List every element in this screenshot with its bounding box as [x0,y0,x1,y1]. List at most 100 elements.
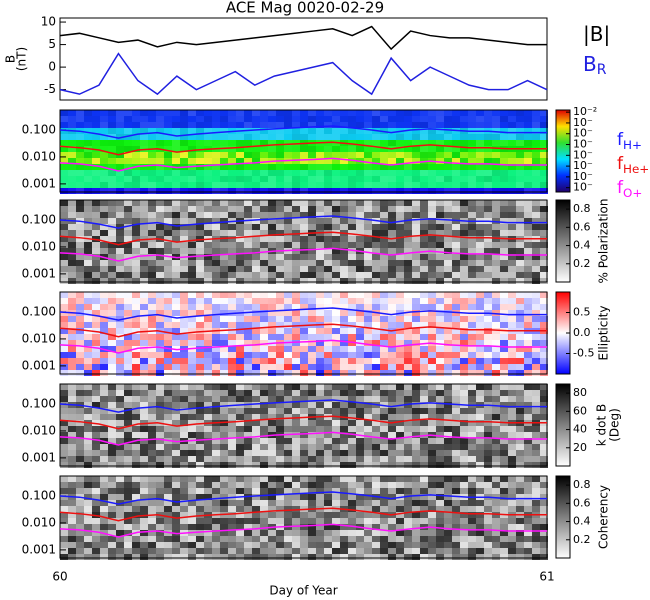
spectrogram-cell [212,260,220,266]
spectrogram-cell [244,426,252,432]
spectrogram-cell [260,390,268,396]
spectrogram-cell [516,110,524,116]
spectrogram-cell [100,482,108,488]
spectrogram-cell [60,414,68,420]
spectrogram-cell [404,482,412,488]
spectrogram-cell [212,134,220,140]
spectrogram-cell [236,316,244,322]
spectrogram-cell [252,116,260,122]
spectrogram-cell [284,298,292,304]
spectrogram-cell [76,146,84,152]
spectrogram-cell [444,122,452,128]
spectrogram-cell [60,278,68,284]
spectrogram-cell [132,122,140,128]
spectrogram-cell [332,182,340,188]
colorbar-tick-label: 40 [573,423,587,436]
spectrogram-cell [164,506,172,512]
spectrogram-cell [388,340,396,346]
spectrogram-cell [388,176,396,182]
series-line [60,431,547,446]
spectrogram-cell [340,254,348,260]
spectrogram-cell [380,200,388,206]
spectrogram-cell [292,358,300,364]
spectrogram-cell [204,358,212,364]
spectrogram-cell [348,518,356,524]
spectrogram-cell [452,152,460,158]
spectrogram-cell [140,248,148,254]
spectrogram-cell [460,164,468,170]
spectrogram-cell [436,542,444,548]
spectrogram-cell [436,438,444,444]
spectrogram-cell [100,340,108,346]
spectrogram-cell [276,272,284,278]
spectrogram-cell [124,456,132,462]
spectrogram-cell [108,122,116,128]
spectrogram-cell [540,278,548,284]
spectrogram-cell [340,116,348,122]
spectrogram-cell [156,242,164,248]
spectrogram-cell [516,292,524,298]
spectrogram-cell [60,128,68,134]
spectrogram-cell [220,542,228,548]
spectrogram-cell [524,530,532,536]
spectrogram-cell [108,278,116,284]
spectrogram-cell [140,364,148,370]
spectrogram-cell [156,438,164,444]
spectrogram-cell [524,230,532,236]
spectrogram-cell [508,218,516,224]
spectrogram-cell [100,384,108,390]
spectrogram-cell [460,334,468,340]
spectrogram-cell [188,396,196,402]
spectrogram-cell [476,322,484,328]
spectrogram-cell [300,170,308,176]
spectrogram-cell [180,396,188,402]
spectrogram-cell [284,370,292,376]
spectrogram-cell [540,310,548,316]
spectrogram-cell [292,370,300,376]
spectrogram-cell [444,304,452,310]
spectrogram-cell [228,420,236,426]
spectrogram-cell [324,358,332,364]
spectrogram-cell [300,224,308,230]
spectrogram-cell [212,384,220,390]
spectrogram-cell [412,218,420,224]
spectrogram-cell [364,266,372,272]
spectrogram-cell [172,140,180,146]
spectrogram-cell [436,272,444,278]
spectrogram-cell [308,212,316,218]
spectrogram-cell [68,346,76,352]
spectrogram-cell [284,278,292,284]
spectrogram-cell [428,236,436,242]
spectrogram-cell [172,542,180,548]
spectrogram-cell [380,146,388,152]
spectrogram-cell [516,230,524,236]
spectrogram-cell [212,536,220,542]
spectrogram-cell [292,152,300,158]
spectrogram-cell [132,340,140,346]
spectrogram-cell [460,158,468,164]
spectrogram-cell [308,236,316,242]
spectrogram-cell [540,158,548,164]
spectrogram-cell [260,536,268,542]
spectrogram-cell [316,420,324,426]
spectrogram-cell [124,512,132,518]
y-tick-label: 0.100 [22,212,56,226]
spectrogram-cell [316,116,324,122]
spectrogram-cell [364,218,372,224]
spectrogram-cell [292,164,300,170]
spectrogram-cell [140,316,148,322]
spectrogram-cell [468,408,476,414]
spectrogram-cell [220,438,228,444]
spectrogram-cell [356,364,364,370]
spectrogram-cell [340,542,348,548]
spectrogram-cell [300,402,308,408]
spectrogram-cell [188,134,196,140]
spectrogram-cell [76,554,84,560]
spectrogram-cell [492,122,500,128]
spectrogram-cell [468,266,476,272]
spectrogram-cell [476,536,484,542]
spectrogram-cell [196,242,204,248]
spectrogram-cell [428,164,436,170]
spectrogram-cell [404,476,412,482]
spectrogram-cell [380,110,388,116]
